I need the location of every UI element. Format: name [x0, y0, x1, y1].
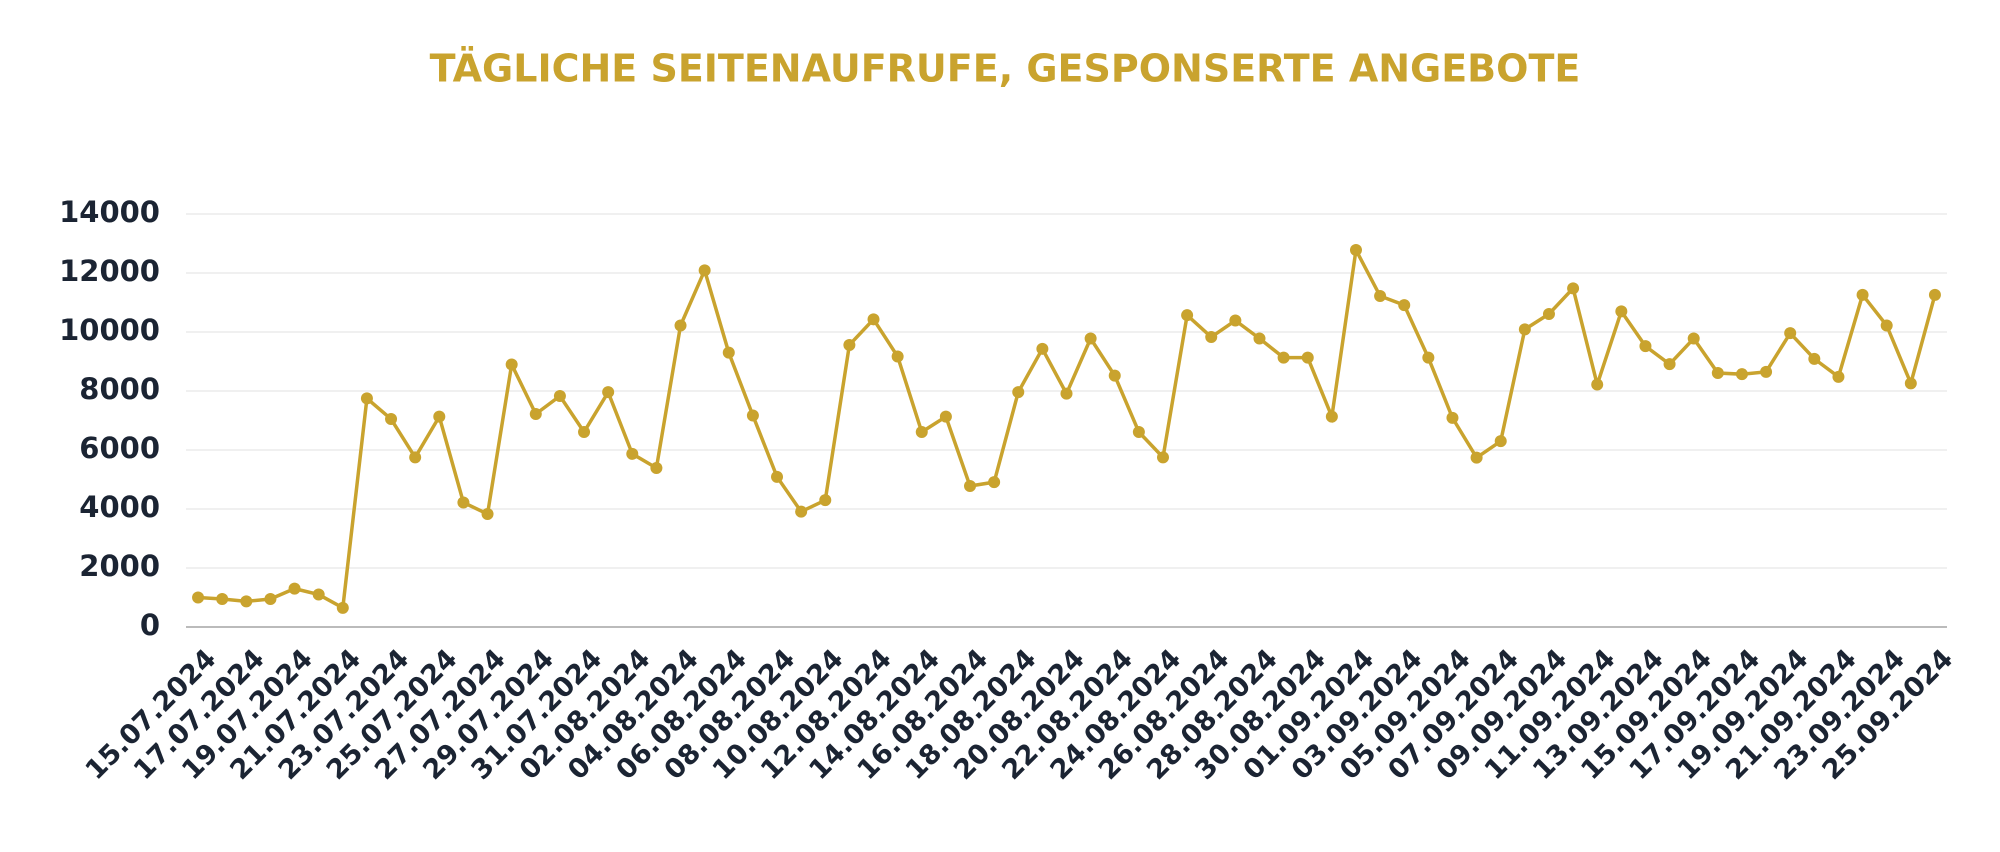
data-point — [1880, 319, 1893, 332]
data-point — [1760, 365, 1773, 378]
data-point — [360, 392, 373, 405]
data-point — [1615, 305, 1628, 318]
data-point — [964, 479, 977, 492]
data-point — [192, 591, 205, 604]
data-point — [1325, 410, 1338, 423]
data-point — [264, 592, 277, 605]
data-point — [771, 470, 784, 483]
data-point — [288, 582, 301, 595]
data-point — [1687, 332, 1700, 345]
data-point — [674, 319, 687, 332]
data-point — [795, 505, 808, 518]
data-point — [867, 313, 880, 326]
data-point — [915, 426, 928, 439]
data-point — [216, 592, 229, 605]
data-point — [939, 410, 952, 423]
data-point — [1494, 435, 1507, 448]
data-point — [481, 508, 494, 521]
data-point — [1518, 323, 1531, 336]
data-point — [1349, 243, 1362, 256]
data-point — [433, 410, 446, 423]
data-point — [385, 413, 398, 426]
data-point — [1060, 387, 1073, 400]
data-point — [843, 338, 856, 351]
data-point — [891, 350, 904, 363]
data-point — [578, 426, 591, 439]
data-point — [1663, 358, 1676, 371]
data-point — [1205, 331, 1218, 344]
y-tick-label: 8000 — [79, 372, 160, 406]
data-point — [505, 358, 518, 371]
data-point — [819, 494, 832, 507]
data-point — [1567, 282, 1580, 295]
data-point — [1904, 377, 1917, 390]
data-point — [650, 461, 663, 474]
data-point — [457, 496, 470, 509]
data-point — [1012, 386, 1025, 399]
data-point — [1591, 378, 1604, 391]
data-point — [1856, 288, 1869, 301]
data-point — [240, 595, 253, 608]
y-tick-label: 10000 — [59, 313, 160, 347]
data-point — [1542, 308, 1555, 321]
data-point — [1181, 309, 1194, 322]
data-point — [746, 409, 759, 422]
data-point — [553, 390, 566, 403]
data-point — [698, 264, 711, 277]
chart-title: TÄGLICHE SEITENAUFRUFE, GESPONSERTE ANGE… — [430, 47, 1581, 91]
y-tick-label: 14000 — [59, 195, 160, 229]
data-point — [988, 476, 1001, 489]
data-point — [1832, 370, 1845, 383]
data-point — [1446, 411, 1459, 424]
y-tick-label: 12000 — [59, 254, 160, 288]
data-point — [409, 451, 422, 464]
data-point — [1108, 369, 1121, 382]
data-point — [529, 408, 542, 421]
data-point — [1784, 327, 1797, 340]
data-point — [312, 588, 325, 601]
y-tick-label: 0 — [140, 608, 160, 642]
data-point — [1470, 451, 1483, 464]
y-tick-label: 4000 — [79, 490, 160, 524]
data-point — [1229, 314, 1242, 327]
data-point — [1639, 340, 1652, 353]
data-point — [1277, 351, 1290, 364]
data-line — [197, 244, 1937, 611]
data-point — [1036, 342, 1049, 355]
data-point — [1422, 351, 1435, 364]
data-point — [1711, 367, 1724, 380]
data-point — [1398, 299, 1411, 312]
data-point — [626, 447, 639, 460]
data-point — [1735, 368, 1748, 381]
data-point — [1301, 351, 1314, 364]
data-point — [1253, 332, 1266, 345]
data-point — [336, 601, 349, 614]
data-point — [1808, 352, 1821, 365]
data-point — [602, 386, 615, 399]
data-point — [1374, 290, 1387, 303]
data-point — [722, 346, 735, 359]
y-tick-label: 2000 — [79, 549, 160, 583]
data-point — [1928, 288, 1941, 301]
y-tick-label: 6000 — [79, 431, 160, 465]
data-point — [1084, 332, 1097, 345]
data-point — [1132, 426, 1145, 439]
data-point — [1156, 451, 1169, 464]
